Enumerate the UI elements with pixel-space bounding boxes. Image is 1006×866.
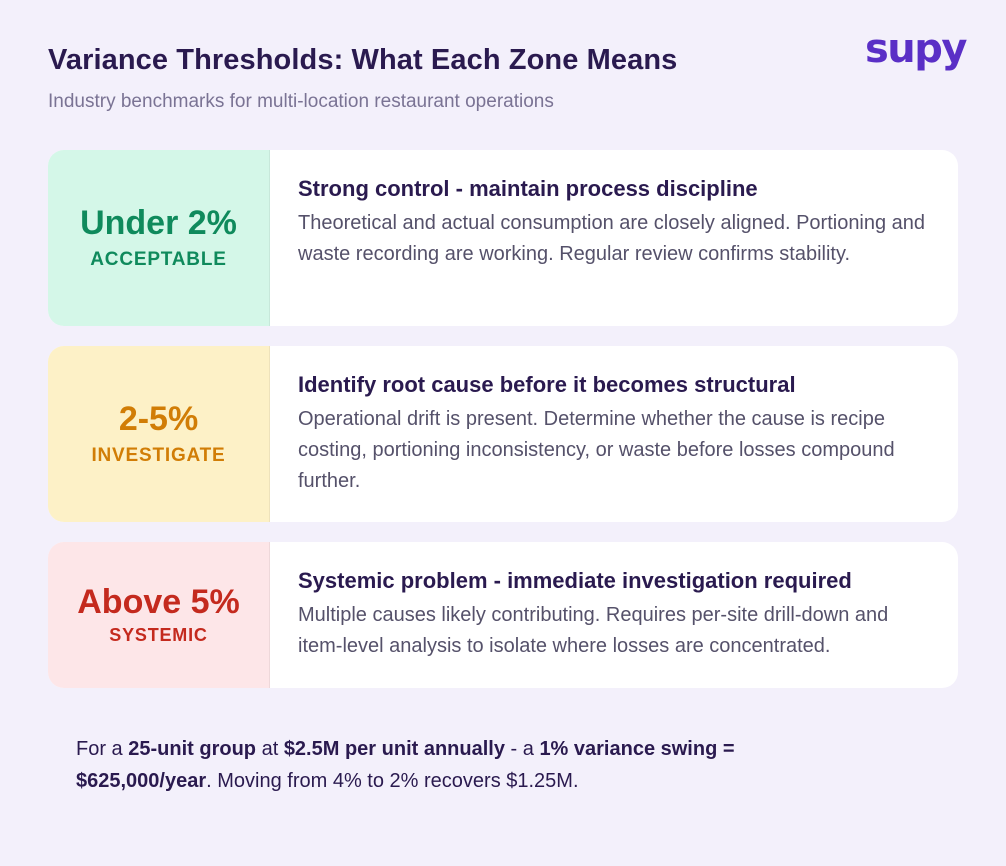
zone-badge: 2-5% INVESTIGATE [48, 346, 270, 522]
zone-acceptable: Under 2% ACCEPTABLE Strong control - mai… [48, 150, 958, 326]
zone-investigate: 2-5% INVESTIGATE Identify root cause bef… [48, 346, 958, 522]
zone-label: INVESTIGATE [91, 444, 226, 466]
zone-badge: Above 5% SYSTEMIC [48, 542, 270, 688]
zone-description: Theoretical and actual consumption are c… [298, 212, 926, 265]
zone-heading: Systemic problem - immediate investigati… [298, 568, 852, 593]
zone-value: 2-5% [118, 400, 199, 439]
zone-heading: Strong control - maintain process discip… [298, 176, 758, 201]
page-title: Variance Thresholds: What Each Zone Mean… [48, 44, 678, 76]
page-subtitle: Industry benchmarks for multi-location r… [48, 91, 554, 112]
zone-value: Above 5% [77, 582, 240, 621]
footer-text: . Moving from 4% to 2% recovers $1.25M. [206, 770, 579, 792]
zone-description: Multiple causes likely contributing. Req… [298, 604, 889, 657]
footer-highlight: 25-unit group [128, 738, 257, 760]
zone-content: Strong control - maintain process discip… [270, 150, 958, 326]
zone-value: Under 2% [80, 204, 237, 243]
supy-logo: supy [865, 26, 968, 72]
zone-heading: Identify root cause before it becomes st… [298, 372, 796, 397]
header: Variance Thresholds: What Each Zone Mean… [48, 44, 677, 113]
zone-badge: Under 2% ACCEPTABLE [48, 150, 270, 326]
zone-label: ACCEPTABLE [90, 248, 227, 270]
zone-label: SYSTEMIC [109, 625, 208, 646]
zone-content: Systemic problem - immediate investigati… [270, 542, 958, 688]
footer-text: - a [504, 738, 540, 760]
zone-description: Operational drift is present. Determine … [298, 408, 895, 492]
zone-systemic: Above 5% SYSTEMIC Systemic problem - imm… [48, 542, 958, 688]
footer-note: For a 25-unit group at $2.5M per unit an… [76, 733, 866, 797]
footer-highlight: $2.5M per unit annually [283, 738, 505, 760]
footer-highlight: 1% variance swing = $625,000/year [76, 738, 735, 792]
footer-text: For a [76, 738, 129, 760]
zone-list: Under 2% ACCEPTABLE Strong control - mai… [48, 150, 958, 708]
footer-text: at [256, 738, 284, 760]
zone-content: Identify root cause before it becomes st… [270, 346, 958, 522]
